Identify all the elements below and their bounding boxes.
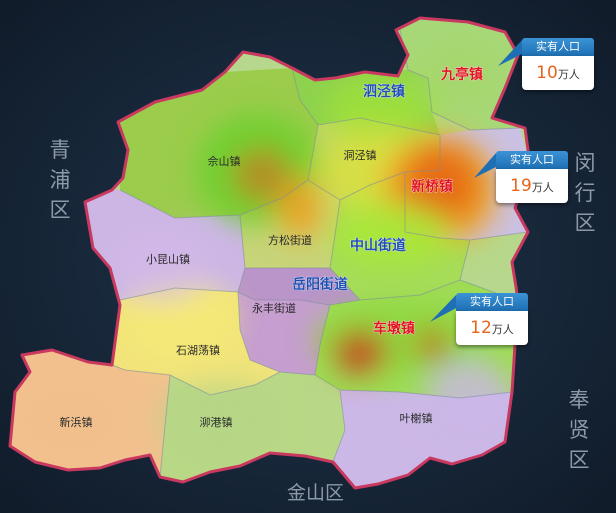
heatmap-layer: [15, 40, 515, 460]
label-xinbang[interactable]: 新浜镇: [60, 415, 93, 429]
adjacent-qingpu: 青浦区: [49, 138, 71, 222]
label-dongjing[interactable]: 洞泾镇: [344, 148, 377, 162]
callout-title: 实有人口: [456, 293, 528, 311]
label-sheshan[interactable]: 佘山镇: [208, 154, 241, 168]
label-jiuting[interactable]: 九亭镇: [440, 66, 484, 84]
population-callout-xinqiao[interactable]: 实有人口 19万人: [496, 151, 568, 203]
label-xinqiao[interactable]: 新桥镇: [411, 178, 454, 196]
callout-value: 19: [510, 176, 532, 196]
town-labels: 九亭镇 泗泾镇 佘山镇 洞泾镇 新桥镇 方松街道 中山街道 小昆山镇 岳阳街道 …: [60, 66, 484, 429]
label-chedun[interactable]: 车墩镇: [373, 320, 416, 338]
label-sijing[interactable]: 泗泾镇: [363, 83, 406, 101]
callout-body: 12万人: [456, 311, 528, 345]
label-fangsong[interactable]: 方松街道: [268, 233, 312, 247]
callout-title: 实有人口: [496, 151, 568, 169]
callout-body: 10万人: [522, 56, 594, 90]
label-maogang[interactable]: 泖港镇: [200, 415, 233, 429]
label-xiaokunshan[interactable]: 小昆山镇: [146, 252, 190, 266]
label-shihudang[interactable]: 石湖荡镇: [176, 343, 220, 357]
region-yueyang[interactable]: [238, 268, 360, 305]
region-boundaries: [111, 19, 529, 478]
callout-unit: 万人: [491, 323, 514, 336]
adjacent-jinshan: 金山区: [287, 482, 345, 504]
callout-body: 19万人: [496, 169, 568, 203]
district-outline: [8, 16, 532, 490]
label-yueyang[interactable]: 岳阳街道: [292, 276, 349, 294]
label-yongfeng[interactable]: 永丰街道: [252, 301, 296, 315]
callout-unit: 万人: [531, 181, 554, 194]
callout-value: 10: [536, 63, 558, 83]
population-callout-jiuting[interactable]: 实有人口 10万人: [522, 38, 594, 90]
callout-unit: 万人: [557, 68, 580, 81]
label-zhongshan[interactable]: 中山街道: [350, 237, 407, 255]
population-callout-chedun[interactable]: 实有人口 12万人: [456, 293, 528, 345]
callout-value: 12: [470, 318, 492, 338]
label-yexie[interactable]: 叶榭镇: [400, 411, 433, 425]
region-yongfeng[interactable]: [238, 292, 330, 375]
adjacent-minhang: 闵行区: [574, 151, 596, 235]
adjacent-fengxian: 奉贤区: [568, 388, 590, 472]
callout-title: 实有人口: [522, 38, 594, 56]
